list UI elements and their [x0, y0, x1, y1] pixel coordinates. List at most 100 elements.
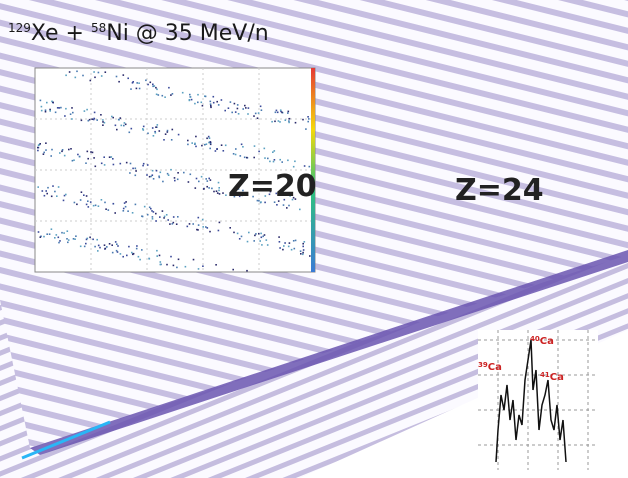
scatter-dot — [100, 162, 103, 165]
scatter-dot — [165, 214, 168, 216]
scatter-dot — [87, 157, 89, 160]
scatter-dot — [45, 190, 47, 192]
scatter-dot — [39, 143, 41, 145]
scatter-dot — [218, 221, 221, 224]
scatter-dot — [268, 193, 271, 196]
scatter-dot — [206, 185, 208, 188]
scatter-dot — [119, 162, 122, 165]
scatter-dot — [202, 265, 204, 267]
scatter-dot — [272, 151, 274, 153]
scatter-dot — [100, 114, 102, 116]
scatter-dot — [187, 139, 189, 142]
scatter-dot — [242, 189, 244, 192]
scatter-dot — [248, 231, 250, 234]
scatter-dot — [104, 71, 107, 73]
scatter-dot — [116, 128, 118, 131]
scatter-dot — [211, 187, 213, 190]
scatter-dot — [287, 245, 290, 248]
scatter-dot — [151, 216, 154, 218]
scatter-dot — [209, 147, 211, 150]
scatter-dot — [151, 127, 154, 129]
scatter-dot — [96, 238, 98, 241]
scatter-dot — [303, 241, 306, 243]
mass: 39 — [478, 361, 488, 369]
scatter-dot — [274, 120, 276, 123]
scatter-dot — [104, 247, 107, 250]
scatter-dot — [258, 150, 260, 153]
scatter-dot — [256, 117, 259, 119]
scatter-dot — [188, 99, 191, 102]
scatter-dot — [112, 202, 115, 205]
scatter-dot — [201, 218, 204, 221]
scatter-dot — [302, 249, 305, 251]
scatter-dot — [275, 109, 278, 112]
scatter-dot — [131, 82, 134, 84]
scatter-dot — [123, 122, 126, 124]
scatter-dot — [292, 240, 295, 242]
element: Ni @ 35 MeV/n — [106, 21, 268, 46]
scatter-dot — [119, 253, 122, 255]
scatter-dot — [192, 258, 195, 261]
scatter-dot — [74, 76, 77, 79]
scatter-dot — [260, 201, 262, 203]
scatter-dot — [201, 144, 203, 147]
scatter-dot — [281, 111, 283, 114]
scatter-dot — [216, 192, 219, 194]
scatter-dot — [159, 263, 162, 266]
scatter-dot — [177, 258, 180, 261]
diagonal-highlight — [21, 420, 111, 460]
color-bar — [311, 68, 315, 272]
scatter-dot — [292, 196, 295, 199]
scatter-dot — [263, 147, 266, 150]
scatter-dot — [267, 157, 269, 160]
scatter-dot — [234, 192, 236, 194]
scatter-dot — [118, 80, 120, 83]
scatter-dot — [245, 107, 247, 109]
scatter-dot — [68, 71, 71, 73]
scatter-dot — [89, 201, 92, 203]
scatter-dot — [158, 175, 160, 178]
scatter-dot — [205, 143, 208, 145]
scatter-dot — [169, 223, 171, 225]
scatter-dot — [128, 245, 130, 248]
scatter-dot — [255, 233, 257, 235]
scatter-dot — [43, 194, 46, 197]
scatter-dot — [85, 242, 87, 245]
scatter-dot — [50, 155, 52, 157]
scatter-dot — [126, 254, 128, 257]
scatter-dot — [54, 190, 56, 193]
scatter-dot — [114, 124, 117, 127]
scatter-dot — [290, 248, 293, 251]
scatter-dot — [135, 170, 137, 172]
scatter-dot — [39, 236, 42, 238]
scatter-dot — [164, 133, 167, 135]
scatter-dot — [187, 143, 189, 146]
scatter-dot — [303, 165, 306, 167]
scatter-dot — [197, 93, 199, 96]
scatter-dot — [122, 207, 125, 210]
scatter-dot — [161, 94, 164, 97]
scatter-dot — [149, 81, 152, 84]
scatter-dot — [135, 247, 138, 250]
scatter-dot — [187, 181, 190, 183]
scatter-dot — [190, 98, 193, 101]
scatter-dot — [97, 205, 100, 207]
scatter-dot — [171, 223, 174, 225]
scatter-dot — [92, 238, 94, 241]
scatter-dot — [206, 180, 209, 182]
title: 129Xe + 58Ni @ 35 MeV/n — [8, 21, 269, 46]
scatter-dot — [87, 206, 90, 208]
scatter-dot — [235, 148, 237, 150]
scatter-dot — [262, 235, 264, 238]
scatter-dot — [242, 146, 244, 148]
scatter-dot — [132, 167, 134, 170]
scatter-dot — [215, 190, 218, 192]
scatter-dot — [236, 104, 239, 106]
scatter-dot — [66, 230, 69, 232]
scatter-dot — [152, 83, 154, 86]
scatter-dot — [234, 111, 237, 113]
scatter-dot — [206, 227, 209, 229]
inset-plot — [34, 67, 316, 273]
scatter-dot — [44, 110, 47, 113]
scatter-dot — [76, 203, 78, 206]
